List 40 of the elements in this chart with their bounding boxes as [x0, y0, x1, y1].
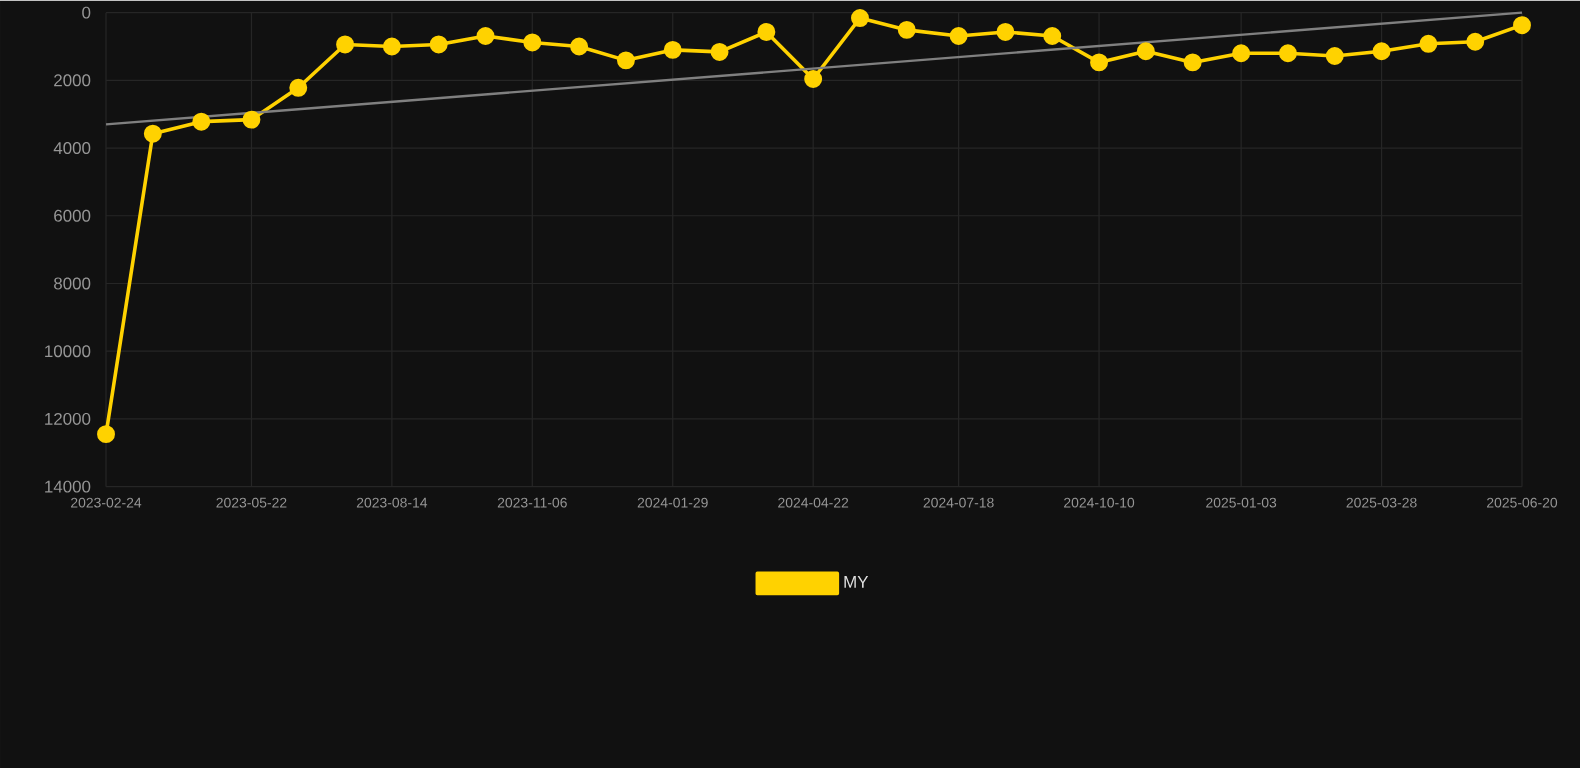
point [429, 35, 448, 54]
point [192, 112, 211, 131]
point [1183, 53, 1202, 72]
point [476, 26, 495, 45]
y-tick-label: 12000 [45, 412, 91, 425]
point [949, 26, 968, 45]
point [1325, 46, 1344, 65]
point [710, 42, 729, 61]
point [336, 35, 355, 54]
point [143, 124, 162, 143]
point [523, 33, 542, 52]
point [1278, 43, 1297, 62]
point [663, 40, 682, 59]
point [1419, 34, 1438, 53]
y-tick-label: 0 [82, 6, 91, 19]
y-tick-label: 2000 [54, 74, 91, 87]
point [1232, 43, 1251, 62]
point [1513, 15, 1531, 34]
point [570, 37, 589, 56]
point [1090, 53, 1109, 72]
y-tick-label: 14000 [45, 480, 91, 493]
point [616, 51, 635, 70]
point [851, 8, 869, 27]
y-tick-label: 6000 [54, 209, 91, 222]
legend-label: MY [844, 575, 869, 588]
y-tick-label: 10000 [45, 344, 91, 357]
point [1372, 41, 1391, 60]
point [996, 22, 1015, 41]
point [289, 78, 308, 97]
point [242, 110, 261, 129]
point [1043, 26, 1062, 45]
point [1466, 32, 1485, 51]
point [804, 69, 823, 88]
point [97, 424, 115, 443]
point [897, 20, 916, 39]
point [382, 37, 401, 56]
point [757, 22, 776, 41]
point [1136, 41, 1155, 60]
y-tick-label: 8000 [54, 277, 91, 290]
y-tick-label: 4000 [53, 141, 91, 154]
